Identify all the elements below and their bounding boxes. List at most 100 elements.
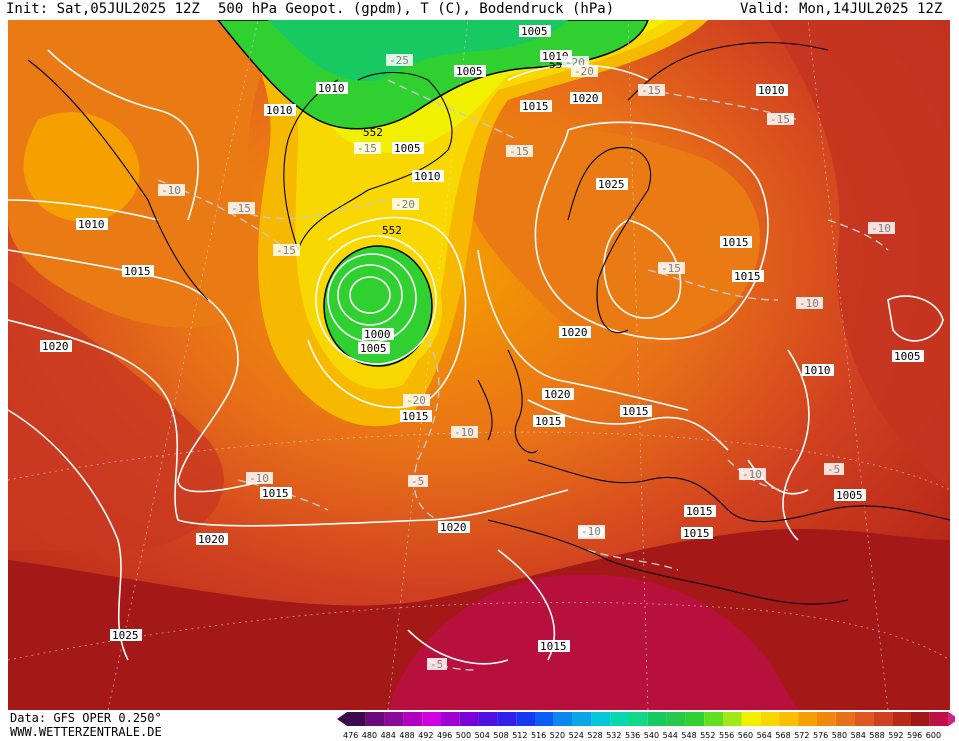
legend-tick-label: 488 — [399, 731, 414, 740]
svg-text:-15: -15 — [357, 142, 377, 155]
svg-text:1005: 1005 — [456, 65, 483, 78]
temperature-label: -10 — [158, 184, 185, 197]
legend-color-box — [760, 712, 780, 726]
legend-tick-label: 552 — [700, 731, 715, 740]
legend-color-box — [741, 712, 761, 726]
weather-map: 552 552 552 1005 1010 1005 1010 1015 1020 1010… — [8, 20, 950, 710]
svg-text:1020: 1020 — [561, 326, 588, 339]
svg-text:1025: 1025 — [598, 178, 625, 191]
legend-arrow-right — [948, 712, 955, 726]
isobar-label: 1005 — [454, 65, 486, 78]
isobar-label: 1015 — [681, 527, 713, 540]
legend-tick-label: 572 — [794, 731, 809, 740]
legend-tick-label: 548 — [681, 731, 696, 740]
isobar-label: 1020 — [542, 388, 574, 401]
legend-tick-label: 568 — [775, 731, 790, 740]
legend-tick-label: 544 — [663, 731, 678, 740]
temperature-label: -10 — [246, 472, 273, 485]
legend-tick-label: 580 — [832, 731, 847, 740]
legend-color-box — [478, 712, 498, 726]
legend-arrow-left — [337, 712, 347, 726]
footer-bar: Data: GFS OPER 0.250° WWW.WETTERZENTRALE… — [0, 710, 959, 741]
svg-text:1025: 1025 — [112, 629, 139, 642]
website: WWW.WETTERZENTRALE.DE — [10, 725, 162, 739]
svg-text:1020: 1020 — [42, 340, 69, 353]
svg-text:-25: -25 — [389, 54, 409, 67]
svg-text:1020: 1020 — [198, 533, 225, 546]
svg-text:-5: -5 — [430, 658, 443, 671]
legend-tick-label: 500 — [456, 731, 471, 740]
isobar-label: 1020 — [559, 326, 591, 339]
legend-tick-label: 564 — [757, 731, 772, 740]
legend-tick-label: 512 — [512, 731, 527, 740]
svg-text:1015: 1015 — [535, 415, 562, 428]
legend-tick-label: 496 — [437, 731, 452, 740]
isobar-label: 1025 — [596, 178, 628, 191]
legend-tick-label: 596 — [907, 731, 922, 740]
svg-text:1015: 1015 — [722, 236, 749, 249]
orange-region-canada — [8, 20, 288, 328]
geopot-label: 552 — [363, 126, 383, 139]
svg-text:1010: 1010 — [78, 218, 105, 231]
svg-text:1015: 1015 — [522, 100, 549, 113]
temperature-labels: -25 -20 -15 -15 -20 -15 -10 -15 -20 -15 -10 -15 -10 -… — [158, 54, 895, 671]
svg-text:1020: 1020 — [544, 388, 571, 401]
isobar-label: 1020 — [40, 340, 72, 353]
legend-color-box — [403, 712, 423, 726]
map-title: 500 hPa Geopot. (gpdm), T (C), Bodendruc… — [218, 1, 615, 17]
svg-text:-5: -5 — [827, 463, 840, 476]
isobar-label: 1005 — [358, 342, 390, 355]
color-legend: 476 480 484 488 492 496 500 504 508 512 516 520 524 5… — [337, 712, 955, 740]
legend-tick-label: 520 — [550, 731, 565, 740]
legend-tick-label: 560 — [738, 731, 753, 740]
svg-text:1010: 1010 — [414, 170, 441, 183]
geopot-labels: 552 552 552 — [363, 58, 569, 237]
isobar-label: 1005 — [834, 489, 866, 502]
isobar-label: 1010 — [76, 218, 108, 231]
legend-color-box — [422, 712, 441, 726]
legend-tick-label: 480 — [362, 731, 377, 740]
svg-text:1010: 1010 — [804, 364, 831, 377]
svg-text:1020: 1020 — [440, 521, 467, 534]
isobar-label: 1015 — [400, 410, 432, 423]
legend-color-box — [459, 712, 479, 726]
isobar-label: 1010 — [264, 104, 296, 117]
svg-text:1020: 1020 — [572, 92, 599, 105]
svg-text:-10: -10 — [249, 472, 269, 485]
legend-color-box — [384, 712, 404, 726]
temperature-label: -20 — [392, 198, 419, 211]
isobar-label: 1015 — [520, 100, 552, 113]
svg-text:1010: 1010 — [318, 82, 345, 95]
svg-text:-10: -10 — [581, 525, 601, 538]
svg-text:1015: 1015 — [683, 527, 710, 540]
legend-tick-label: 524 — [569, 731, 584, 740]
svg-text:1015: 1015 — [262, 487, 289, 500]
legend-tick-label: 540 — [644, 731, 659, 740]
temperature-label: -15 — [228, 202, 255, 215]
warm-region-africa — [388, 574, 798, 710]
legend-tick-label: 516 — [531, 731, 546, 740]
legend-color-box — [629, 712, 648, 726]
isobar-label: 1015 — [538, 640, 570, 653]
legend-tick-label: 600 — [926, 731, 941, 740]
temperature-label: -10 — [739, 468, 766, 481]
svg-text:1005: 1005 — [836, 489, 863, 502]
isobar-label: 1010 — [802, 364, 834, 377]
isobar-lines — [8, 49, 944, 665]
temperature-label: -15 — [273, 244, 300, 257]
legend-tick-label: 576 — [813, 731, 828, 740]
svg-text:1005: 1005 — [521, 25, 548, 38]
legend-color-box — [911, 712, 930, 726]
legend-tick-label: 532 — [606, 731, 621, 740]
svg-text:-15: -15 — [231, 202, 251, 215]
legend-color-box — [347, 712, 366, 726]
svg-text:-5: -5 — [411, 475, 424, 488]
isobar-label: 1010 — [412, 170, 444, 183]
legend-color-box — [892, 712, 911, 726]
svg-text:-20: -20 — [574, 65, 594, 78]
isobar-label: 1015 — [684, 505, 716, 518]
legend-tick-label: 592 — [888, 731, 903, 740]
legend-color-box — [591, 712, 611, 726]
legend-color-box — [835, 712, 855, 726]
